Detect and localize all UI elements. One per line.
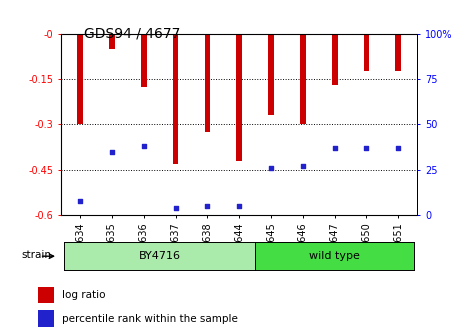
Bar: [77, 34, 83, 124]
Bar: [38, 287, 54, 303]
Bar: [38, 310, 54, 327]
Text: strain: strain: [21, 250, 51, 260]
Point: [140, 143, 147, 149]
Point: [108, 149, 116, 154]
Text: log ratio: log ratio: [62, 290, 106, 300]
Bar: [173, 34, 178, 164]
Point: [299, 163, 307, 169]
Bar: [363, 34, 370, 72]
Point: [235, 203, 243, 209]
Point: [172, 205, 179, 210]
Bar: [332, 34, 338, 85]
Point: [204, 203, 211, 209]
Point: [363, 145, 370, 151]
Text: wild type: wild type: [309, 251, 360, 261]
Point: [76, 198, 84, 203]
Bar: [236, 34, 242, 161]
Text: GDS94 / 4677: GDS94 / 4677: [84, 27, 181, 41]
Bar: [204, 34, 210, 132]
Bar: [268, 34, 274, 115]
Bar: [395, 34, 401, 72]
Point: [267, 165, 275, 171]
Bar: [141, 34, 147, 86]
Point: [331, 145, 339, 151]
Text: BY4716: BY4716: [139, 251, 181, 261]
Point: [394, 145, 402, 151]
Text: percentile rank within the sample: percentile rank within the sample: [62, 314, 238, 324]
Bar: [109, 34, 115, 49]
Bar: [300, 34, 306, 124]
